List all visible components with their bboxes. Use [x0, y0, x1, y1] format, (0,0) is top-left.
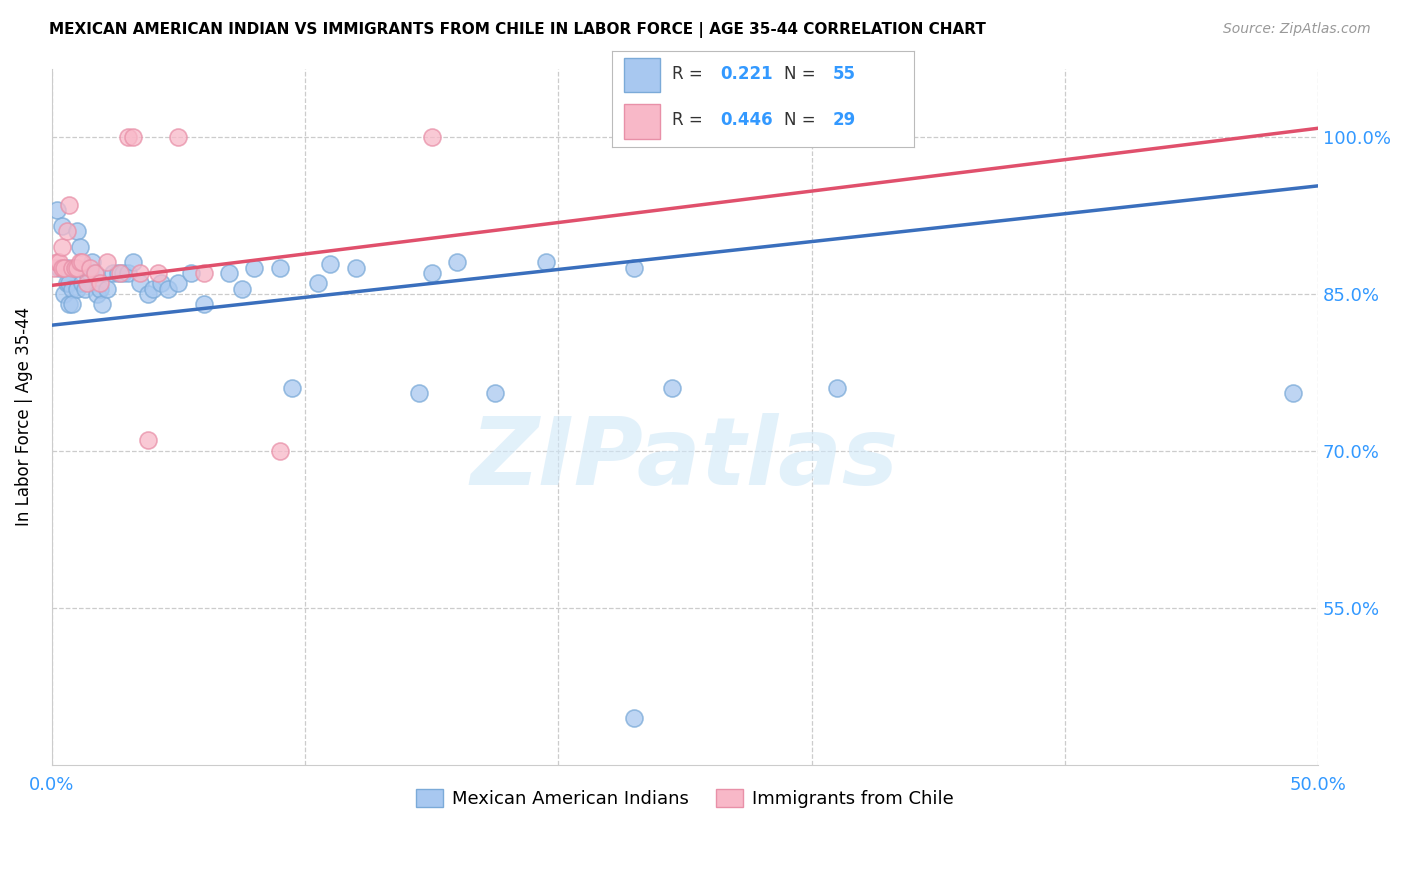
Point	[79, 260, 101, 275]
Text: R =: R =	[672, 112, 709, 129]
Point	[79, 266, 101, 280]
Point	[136, 434, 159, 448]
Point	[51, 260, 73, 275]
Text: 29: 29	[832, 112, 855, 129]
Point	[51, 239, 73, 253]
Point	[48, 255, 70, 269]
Point	[58, 277, 80, 291]
Text: ZIPatlas: ZIPatlas	[471, 413, 898, 505]
Text: 0.446: 0.446	[720, 112, 773, 129]
Point	[243, 260, 266, 275]
Point	[269, 444, 291, 458]
Point	[53, 286, 76, 301]
Point	[484, 386, 506, 401]
Point	[121, 129, 143, 144]
Point	[70, 277, 93, 291]
Point	[60, 260, 83, 275]
Point	[136, 286, 159, 301]
Point	[146, 266, 169, 280]
Point	[534, 255, 557, 269]
Point	[281, 381, 304, 395]
Point	[69, 255, 91, 269]
Point	[623, 260, 645, 275]
Point	[58, 198, 80, 212]
Point	[121, 255, 143, 269]
Point	[45, 202, 67, 217]
Point	[56, 260, 79, 275]
Point	[149, 277, 172, 291]
Point	[60, 297, 83, 311]
Point	[825, 381, 848, 395]
Point	[1281, 386, 1303, 401]
Point	[89, 277, 111, 291]
Point	[45, 255, 67, 269]
Point	[193, 266, 215, 280]
Point	[167, 277, 190, 291]
Point	[108, 266, 131, 280]
Point	[101, 266, 124, 280]
Point	[117, 266, 139, 280]
Text: MEXICAN AMERICAN INDIAN VS IMMIGRANTS FROM CHILE IN LABOR FORCE | AGE 35-44 CORR: MEXICAN AMERICAN INDIAN VS IMMIGRANTS FR…	[49, 22, 986, 38]
Point	[344, 260, 367, 275]
Point	[180, 266, 202, 280]
Point	[66, 281, 89, 295]
Point	[129, 266, 152, 280]
Text: R =: R =	[672, 65, 709, 83]
Point	[96, 255, 118, 269]
Point	[63, 260, 86, 275]
Point	[56, 224, 79, 238]
Point	[83, 266, 105, 280]
Point	[48, 260, 70, 275]
Point	[111, 266, 134, 280]
Point	[446, 255, 468, 269]
Point	[129, 277, 152, 291]
Point	[623, 711, 645, 725]
Point	[70, 255, 93, 269]
Point	[66, 260, 89, 275]
Text: N =: N =	[785, 112, 821, 129]
Point	[157, 281, 180, 295]
Point	[82, 255, 104, 269]
Point	[661, 381, 683, 395]
Point	[307, 277, 329, 291]
Point	[96, 281, 118, 295]
Point	[63, 260, 86, 275]
Point	[269, 260, 291, 275]
Text: 0.221: 0.221	[720, 65, 773, 83]
Point	[89, 281, 111, 295]
Point	[408, 386, 430, 401]
Text: 55: 55	[832, 65, 855, 83]
Point	[73, 281, 96, 295]
Point	[76, 277, 98, 291]
Point	[319, 257, 342, 271]
Point	[420, 129, 443, 144]
Text: Source: ZipAtlas.com: Source: ZipAtlas.com	[1223, 22, 1371, 37]
Point	[107, 266, 129, 280]
Point	[218, 266, 240, 280]
Text: N =: N =	[785, 65, 821, 83]
Point	[91, 297, 114, 311]
Point	[86, 286, 108, 301]
Point	[117, 129, 139, 144]
Y-axis label: In Labor Force | Age 35-44: In Labor Force | Age 35-44	[15, 308, 32, 526]
Point	[800, 129, 823, 144]
Point	[66, 224, 89, 238]
Point	[420, 266, 443, 280]
Legend: Mexican American Indians, Immigrants from Chile: Mexican American Indians, Immigrants fro…	[409, 781, 962, 815]
FancyBboxPatch shape	[624, 58, 659, 92]
Point	[167, 129, 190, 144]
FancyBboxPatch shape	[624, 103, 659, 138]
Point	[53, 260, 76, 275]
Point	[231, 281, 253, 295]
Point	[69, 239, 91, 253]
Point	[51, 219, 73, 233]
Point	[142, 281, 165, 295]
Point	[44, 260, 66, 275]
Point	[76, 266, 98, 280]
Point	[83, 266, 105, 280]
Point	[58, 297, 80, 311]
Point	[193, 297, 215, 311]
Point	[56, 277, 79, 291]
Point	[60, 281, 83, 295]
